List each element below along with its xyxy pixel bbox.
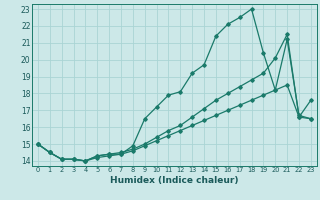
- X-axis label: Humidex (Indice chaleur): Humidex (Indice chaleur): [110, 176, 239, 185]
